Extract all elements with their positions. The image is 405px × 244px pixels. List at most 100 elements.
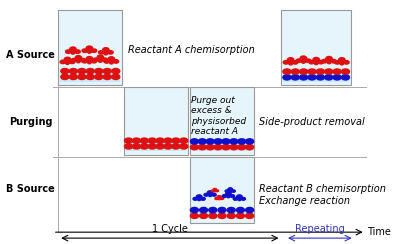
Ellipse shape xyxy=(238,197,241,201)
Circle shape xyxy=(238,144,246,150)
Circle shape xyxy=(190,144,198,150)
Bar xyxy=(124,87,188,155)
Text: Repeating: Repeating xyxy=(295,224,345,234)
Circle shape xyxy=(283,69,291,74)
Circle shape xyxy=(97,55,104,59)
Circle shape xyxy=(190,207,198,213)
Circle shape xyxy=(245,213,254,218)
Circle shape xyxy=(300,56,307,60)
Circle shape xyxy=(333,75,341,80)
Ellipse shape xyxy=(208,193,212,196)
Circle shape xyxy=(227,213,235,218)
Circle shape xyxy=(216,190,219,192)
Circle shape xyxy=(313,57,320,62)
Ellipse shape xyxy=(229,190,232,193)
Ellipse shape xyxy=(314,61,318,65)
Ellipse shape xyxy=(65,60,70,64)
Circle shape xyxy=(61,74,69,80)
Circle shape xyxy=(292,61,298,64)
Circle shape xyxy=(221,197,224,200)
Circle shape xyxy=(71,59,77,62)
Text: Purging: Purging xyxy=(9,117,53,127)
Circle shape xyxy=(283,75,291,80)
Circle shape xyxy=(300,69,308,74)
Circle shape xyxy=(308,69,316,74)
Circle shape xyxy=(64,57,70,61)
Circle shape xyxy=(305,59,311,62)
Circle shape xyxy=(92,60,97,63)
Circle shape xyxy=(225,190,229,192)
Circle shape xyxy=(339,58,345,62)
Bar xyxy=(190,157,254,223)
Circle shape xyxy=(102,48,109,52)
Circle shape xyxy=(164,138,172,143)
Circle shape xyxy=(217,196,221,198)
Circle shape xyxy=(198,144,206,150)
Circle shape xyxy=(112,69,120,74)
Circle shape xyxy=(140,138,148,143)
Circle shape xyxy=(108,51,113,54)
Circle shape xyxy=(300,75,308,80)
Circle shape xyxy=(156,144,164,149)
Circle shape xyxy=(206,144,214,150)
Circle shape xyxy=(69,69,77,74)
Circle shape xyxy=(218,213,226,218)
Circle shape xyxy=(132,138,141,143)
Circle shape xyxy=(113,60,119,63)
Circle shape xyxy=(308,75,316,80)
Circle shape xyxy=(230,139,238,144)
Circle shape xyxy=(78,69,86,74)
Circle shape xyxy=(82,60,87,63)
Ellipse shape xyxy=(340,61,344,65)
Circle shape xyxy=(232,190,235,192)
Circle shape xyxy=(86,57,93,61)
Circle shape xyxy=(61,69,69,74)
Circle shape xyxy=(233,197,238,200)
Circle shape xyxy=(198,139,206,144)
Circle shape xyxy=(80,59,86,62)
Bar xyxy=(60,73,120,82)
Circle shape xyxy=(69,60,75,64)
Ellipse shape xyxy=(226,194,230,198)
Circle shape xyxy=(230,195,234,197)
Circle shape xyxy=(341,75,350,80)
Circle shape xyxy=(204,193,208,196)
Circle shape xyxy=(237,213,245,218)
Circle shape xyxy=(322,59,327,63)
Circle shape xyxy=(209,213,217,218)
Circle shape xyxy=(212,193,216,196)
Circle shape xyxy=(95,69,103,74)
Circle shape xyxy=(238,139,246,144)
Circle shape xyxy=(82,49,87,52)
Circle shape xyxy=(213,188,217,191)
Circle shape xyxy=(148,138,156,143)
Circle shape xyxy=(318,60,324,64)
Circle shape xyxy=(69,74,77,80)
Circle shape xyxy=(309,60,314,64)
Ellipse shape xyxy=(76,59,81,63)
Circle shape xyxy=(200,207,208,213)
Circle shape xyxy=(86,74,94,80)
Circle shape xyxy=(245,207,254,213)
Circle shape xyxy=(237,207,245,213)
Circle shape xyxy=(148,144,156,149)
Circle shape xyxy=(78,74,86,80)
Text: Side-product removal: Side-product removal xyxy=(260,117,365,127)
Circle shape xyxy=(241,197,245,200)
Text: Purge out
excess &
physisorbed
reactant A: Purge out excess & physisorbed reactant … xyxy=(191,96,246,136)
Circle shape xyxy=(200,213,208,218)
Circle shape xyxy=(180,144,188,149)
Circle shape xyxy=(325,75,333,80)
Circle shape xyxy=(172,144,180,149)
Circle shape xyxy=(86,46,93,50)
Circle shape xyxy=(206,139,214,144)
Circle shape xyxy=(95,74,103,80)
Circle shape xyxy=(124,144,132,149)
Circle shape xyxy=(98,51,104,54)
Text: Reactant A chemisorption: Reactant A chemisorption xyxy=(128,45,255,55)
Circle shape xyxy=(228,188,232,191)
Circle shape xyxy=(92,49,97,52)
Circle shape xyxy=(226,192,231,196)
Text: A Source: A Source xyxy=(6,50,55,60)
Bar xyxy=(283,73,349,82)
